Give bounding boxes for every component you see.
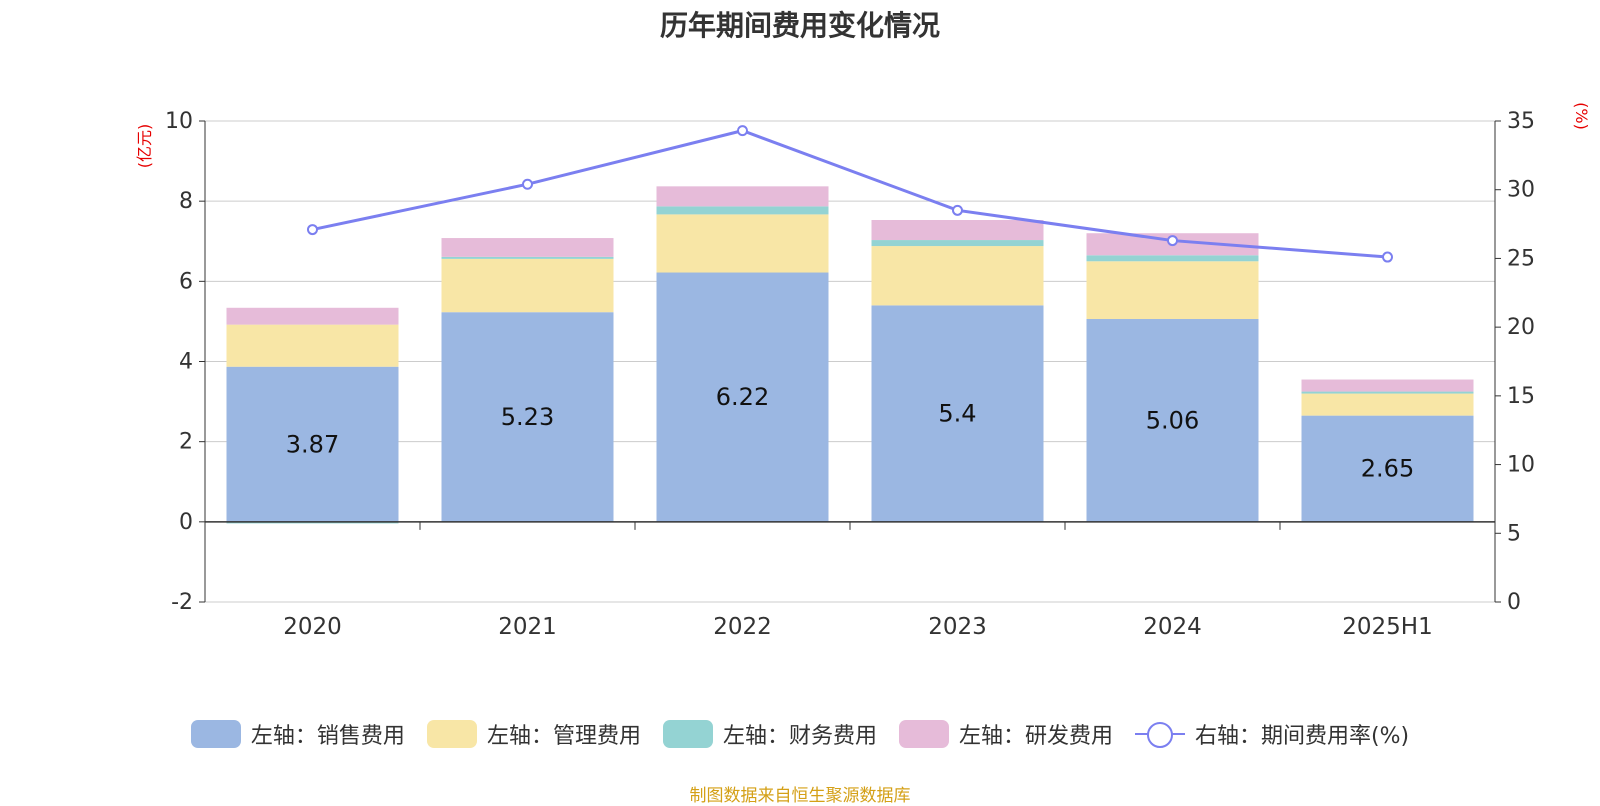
data-source-note: 制图数据来自恒生聚源数据库: [689, 786, 911, 806]
bar-segment-3-2024: [1086, 255, 1259, 262]
bar-data-label: 5.4: [938, 400, 976, 428]
left-axis-tick-label: 8: [179, 189, 193, 214]
right-axis-tick-label: 5: [1507, 521, 1521, 546]
legend-swatch-sales: [190, 720, 241, 748]
bar-segment-3-2021: [441, 256, 614, 259]
legend-label-rd: 左轴：研发费用: [958, 724, 1113, 749]
bar-segment-1-2024: [1086, 319, 1259, 522]
bar-segment-2-2025H1: [1301, 393, 1474, 416]
x-axis-category-label: 2024: [1143, 614, 1202, 640]
chart-title: 历年期间费用变化情况: [659, 9, 940, 42]
legend-item-admin[interactable]: 左轴：管理费用: [426, 718, 641, 750]
legend-label-expense-ratio: 右轴：期间费用率(%): [1194, 724, 1410, 749]
bar-segment-4-2021: [441, 238, 614, 257]
bar-segment-1-2023: [871, 305, 1044, 522]
bar-segment-1-2025H1: [1301, 415, 1474, 522]
left-axis-tick-label: 10: [165, 109, 193, 134]
bar-segment-3-2023: [871, 240, 1044, 247]
bar-segment-3-2025H1: [1301, 391, 1474, 394]
x-axis-category-label: 2023: [928, 614, 987, 640]
bar-segment-1-2022: [656, 272, 829, 522]
left-axis-tick-label: 2: [179, 430, 193, 455]
bar-segment-1-2020: [226, 366, 399, 522]
legend-label-sales: 左轴：销售费用: [250, 724, 405, 749]
expense-ratio-point-2022: [737, 125, 748, 137]
right-axis-tick-label: 35: [1507, 109, 1535, 134]
bar-segment-3-2022: [656, 206, 829, 215]
right-axis-tick-label: 25: [1507, 246, 1535, 271]
expense-ratio-point-2021: [522, 178, 533, 190]
right-axis-unit-label: (%): [1572, 102, 1591, 130]
x-axis-category-label: 2025H1: [1342, 614, 1432, 640]
x-axis-category-label: 2021: [498, 614, 557, 640]
legend-line-marker-icon: [1134, 720, 1185, 748]
bar-segment-1-2021: [441, 312, 614, 522]
bar-segment-2-2021: [441, 258, 614, 313]
legend-item-rd[interactable]: 左轴：研发费用: [898, 718, 1113, 750]
bar-segment-4-2022: [656, 186, 829, 207]
left-axis-tick-label: 6: [179, 269, 193, 294]
right-axis-tick-label: 15: [1507, 384, 1535, 409]
chart-legend: 左轴：销售费用 左轴：管理费用 左轴：财务费用 左轴：研发费用 右轴：期间费用率…: [0, 718, 1600, 750]
legend-label-finance: 左轴：财务费用: [722, 724, 877, 749]
legend-item-sales[interactable]: 左轴：销售费用: [190, 718, 405, 750]
right-axis-tick-label: 10: [1507, 453, 1535, 478]
expense-ratio-point-2025H1: [1382, 251, 1393, 263]
left-axis-tick-label: 4: [179, 350, 193, 375]
left-axis-unit-label: (亿元): [135, 124, 154, 169]
bar-data-label: 5.23: [501, 403, 554, 431]
expense-ratio-point-2023: [952, 204, 963, 216]
legend-label-admin: 左轴：管理费用: [486, 724, 641, 749]
left-axis-tick-label: 0: [179, 510, 193, 535]
legend-swatch-rd: [898, 720, 949, 748]
right-axis-tick-label: 20: [1507, 315, 1535, 340]
bar-segment-4-2023: [871, 220, 1044, 241]
bar-data-label: 2.65: [1361, 455, 1414, 483]
legend-swatch-admin: [426, 720, 477, 748]
legend-item-expense-ratio[interactable]: 右轴：期间费用率(%): [1134, 718, 1410, 750]
right-axis-tick-label: 30: [1507, 178, 1535, 203]
bar-data-label: 5.06: [1146, 406, 1199, 434]
legend-swatch-finance: [662, 720, 713, 748]
bar-data-label: 6.22: [716, 383, 769, 411]
bar-segment-2-2024: [1086, 261, 1259, 320]
bar-segment-4-2025H1: [1301, 379, 1474, 392]
expense-ratio-point-2020: [307, 224, 318, 236]
bar-segment-3-2020: [226, 521, 399, 524]
bar-data-label: 3.87: [286, 430, 339, 458]
left-axis-tick-label: -2: [171, 590, 193, 615]
x-axis-category-label: 2020: [283, 614, 342, 640]
bar-segment-2-2022: [656, 214, 829, 273]
bar-segment-2-2023: [871, 246, 1044, 306]
x-axis-category-label: 2022: [713, 614, 772, 640]
stacked-bar-line-chart: 1086420-235302520151050(亿元)(%)3.875.236.…: [135, 102, 1591, 640]
bar-segment-2-2020: [226, 324, 399, 367]
right-axis-tick-label: 0: [1507, 590, 1521, 615]
expense-ratio-line: [312, 129, 1388, 259]
expense-ratio-point-2024: [1167, 235, 1178, 247]
legend-item-finance[interactable]: 左轴：财务费用: [662, 718, 877, 750]
bar-segment-4-2020: [226, 307, 399, 325]
